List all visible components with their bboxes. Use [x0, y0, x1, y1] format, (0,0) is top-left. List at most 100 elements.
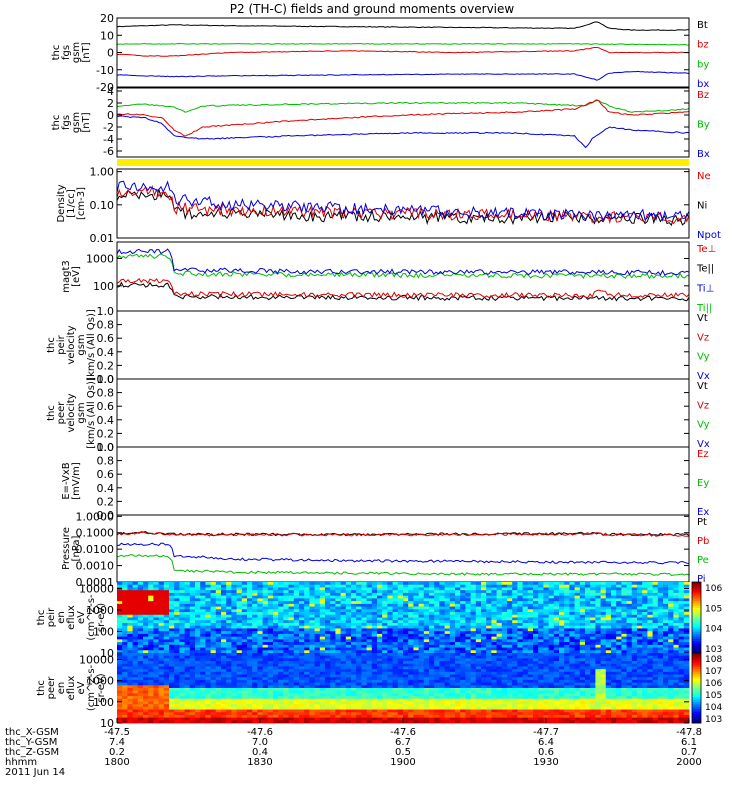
spectrogram-cell — [267, 647, 274, 651]
spectrogram-cell — [413, 693, 419, 697]
spectrogram-cell — [137, 696, 144, 700]
spectrogram-cell — [403, 628, 409, 632]
spectrogram-cell — [247, 653, 253, 657]
spectrogram-cell — [174, 658, 180, 662]
spectrogram-cell — [382, 592, 388, 597]
spectrogram-cell — [319, 642, 326, 646]
spectrogram-cell — [595, 622, 601, 627]
spectrogram-cell — [314, 614, 321, 618]
spectrogram-cell — [486, 712, 492, 716]
spectrogram-cell — [371, 647, 378, 651]
spectrogram-cell — [288, 690, 295, 694]
spectrogram-cell — [137, 655, 144, 659]
spectrogram-cell — [449, 598, 456, 602]
spectrogram-cell — [283, 584, 289, 588]
spectrogram-cell — [361, 688, 367, 692]
spectrogram-cell — [169, 633, 175, 638]
spectrogram-cell — [444, 595, 451, 599]
spectrogram-cell — [241, 609, 248, 613]
spectrogram-cell — [335, 584, 341, 588]
spectrogram-cell — [273, 584, 279, 588]
spectrogram-cell — [392, 720, 399, 724]
spectrogram-cell — [325, 712, 331, 716]
spectrogram-cell — [267, 587, 274, 591]
spectrogram-cell — [470, 587, 477, 591]
spectrogram-cell — [127, 709, 133, 713]
spectrogram-cell — [481, 625, 487, 629]
spectrogram-cell — [335, 682, 341, 686]
spectrogram-cell — [221, 720, 227, 724]
spectrogram-cell — [460, 671, 466, 675]
spectrogram-cell — [543, 614, 549, 618]
spectrogram-cell — [496, 625, 503, 629]
spectrogram-cell — [553, 612, 560, 616]
spectrogram-cell — [127, 698, 133, 702]
spectrogram-cell — [449, 706, 456, 710]
spectrogram-cell — [226, 663, 232, 667]
spectrogram-cell — [314, 658, 321, 662]
spectrogram-cell — [137, 666, 144, 670]
spectrogram-cell — [226, 685, 232, 689]
spectrogram-cell — [236, 622, 243, 627]
spectrogram-cell — [132, 620, 139, 624]
spectrogram-cell — [470, 622, 477, 627]
spectrogram-cell — [215, 625, 222, 629]
spectrogram-cell — [371, 720, 378, 724]
spectrogram-cell — [366, 620, 373, 624]
spectrogram-cell — [158, 617, 165, 621]
legend-Ez: Ez — [697, 449, 709, 460]
spectrogram-cell — [148, 717, 154, 721]
spectrogram-cell — [439, 625, 445, 629]
spectrogram-cell — [434, 655, 440, 659]
spectrogram-cell — [210, 614, 217, 618]
spectrogram-cell — [205, 609, 211, 613]
spectrogram-cell — [340, 603, 347, 607]
spectrogram-cell — [642, 614, 648, 618]
legend-Vy: Vy — [697, 420, 710, 431]
spectrogram-cell — [247, 582, 253, 586]
spectrogram-cell — [319, 717, 326, 721]
spectrogram-cell — [351, 584, 357, 588]
spectrogram-cell — [325, 685, 331, 689]
spectrogram-cell — [319, 609, 326, 613]
spectrogram-cell — [174, 677, 180, 681]
spectrogram-cell — [335, 693, 341, 697]
series-Bx — [116, 115, 690, 149]
spectrogram-cell — [231, 617, 237, 621]
spectrogram-cell — [127, 693, 133, 697]
spectrogram-cell — [132, 666, 139, 670]
spectrogram-cell — [527, 650, 534, 654]
spectrogram-cell — [668, 614, 674, 618]
spectrogram-cell — [429, 647, 435, 651]
spectrogram-cell — [543, 601, 549, 605]
spectrogram-cell — [122, 639, 128, 643]
spectrogram-cell — [444, 690, 451, 694]
spectrogram-cell — [465, 590, 471, 594]
spectrogram-cell — [252, 650, 258, 654]
spectrogram-cell — [439, 720, 445, 724]
spectrogram-cell — [247, 601, 253, 605]
spectrogram-cell — [247, 701, 253, 705]
spectrogram-cell — [475, 655, 482, 659]
spectrogram-cell — [543, 584, 549, 588]
spectrogram-cell — [512, 601, 518, 605]
spectrogram-cell — [663, 612, 669, 616]
spectrogram-cell — [340, 587, 347, 591]
colorbar-tick-label: 103 — [705, 645, 722, 655]
spectrogram-cell — [247, 693, 253, 697]
spectrogram-cell — [564, 587, 570, 591]
spectrogram-cell — [413, 696, 419, 700]
spectrogram-cell — [533, 647, 539, 651]
spectrogram-cell — [657, 650, 664, 654]
spectrogram-cell — [288, 688, 295, 692]
spectrogram-cell — [226, 639, 232, 643]
spectrogram-cell — [678, 642, 685, 646]
spectrogram-cell — [299, 669, 305, 673]
spectrogram-cell — [413, 603, 419, 607]
spectrogram-cell — [403, 714, 409, 719]
spectrogram-cell — [387, 642, 393, 646]
spectrogram-cell — [382, 714, 388, 719]
spectrogram-cell — [174, 590, 180, 594]
spectrogram-cell — [325, 720, 331, 724]
